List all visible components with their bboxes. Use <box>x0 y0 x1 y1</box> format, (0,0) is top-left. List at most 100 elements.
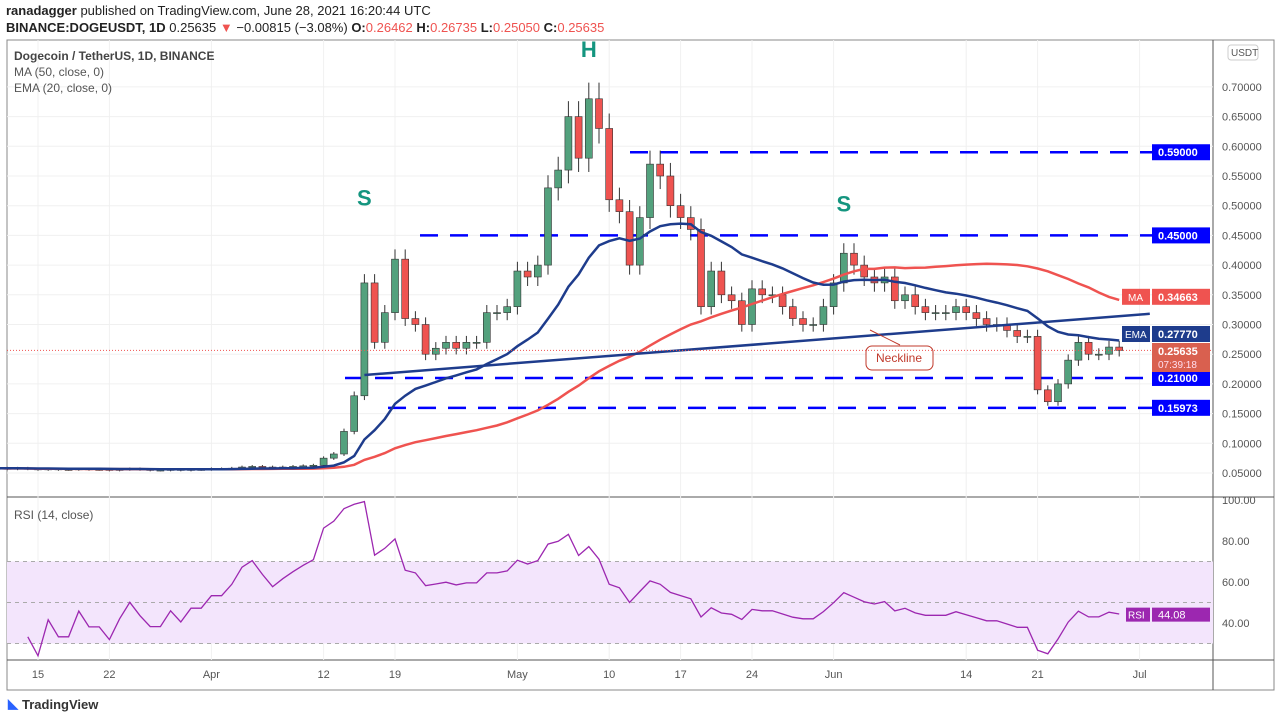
candle-down <box>452 342 461 349</box>
high: 0.26735 <box>430 20 478 35</box>
price-tick-label: 0.10000 <box>1222 438 1262 450</box>
ema-badge-label: EMA <box>1125 330 1147 341</box>
candle-down <box>595 98 603 129</box>
ma-legend[interactable]: MA (50, close, 0) <box>14 65 105 79</box>
bar-countdown: 07:39:18 <box>1158 360 1197 371</box>
low-label: L: <box>480 20 494 35</box>
candle-up <box>442 342 450 349</box>
candle-up <box>748 288 756 325</box>
date-tick-label: Jun <box>825 669 843 681</box>
rsi-tick-label: 60.00 <box>1222 577 1250 589</box>
pattern-label: S <box>357 186 372 211</box>
date-tick-label: 10 <box>603 669 615 681</box>
price-tick-label: 0.05000 <box>1222 468 1262 480</box>
price-tick-label: 0.20000 <box>1222 379 1262 391</box>
candle-down <box>727 294 736 302</box>
candle-down <box>1044 389 1052 403</box>
candle-down <box>799 318 807 325</box>
currency-label: USDT <box>1231 48 1258 59</box>
price-tick-label: 0.25000 <box>1222 349 1262 361</box>
candle-up <box>635 217 644 266</box>
last-price-value: 0.25635 <box>1158 346 1198 358</box>
candle-up <box>931 312 940 314</box>
rsi-tick-label: 80.00 <box>1222 536 1250 548</box>
candle-up <box>431 347 440 355</box>
candle-down <box>850 252 858 266</box>
date-tick-label: 14 <box>960 669 972 681</box>
candle-up <box>901 294 909 302</box>
publish-info: ranadagger published on TradingView.com,… <box>6 3 431 18</box>
neckline <box>364 312 1150 377</box>
date-tick-label: 19 <box>389 669 401 681</box>
date-tick-label: 12 <box>317 669 329 681</box>
symbol: BINANCE:DOGEUSDT, 1D <box>6 20 166 35</box>
candle-down <box>625 211 634 266</box>
candle-up <box>584 98 593 159</box>
candle-down <box>605 128 614 201</box>
high-label: H: <box>416 20 431 35</box>
candle-up <box>329 453 338 459</box>
candle-down <box>523 270 532 278</box>
candle-down <box>982 318 991 325</box>
logo-icon: ◣ <box>8 696 18 711</box>
date-tick-label: 21 <box>1031 669 1043 681</box>
level-label: 0.15973 <box>1158 403 1198 415</box>
level-badge <box>1152 369 1210 386</box>
candle-up <box>1095 353 1103 356</box>
ema-line <box>0 222 1120 471</box>
neckline-label: Neckline <box>876 351 922 365</box>
candle-down <box>758 288 767 296</box>
candle-up <box>952 306 960 313</box>
candle-down <box>574 116 583 159</box>
date-tick-label: Apr <box>203 669 220 681</box>
ma-badge-label: MA <box>1128 293 1143 304</box>
candle-down <box>1115 346 1123 351</box>
date-tick-label: 22 <box>103 669 115 681</box>
level-label: 0.59000 <box>1158 147 1198 159</box>
candle-down <box>656 163 665 177</box>
candle-up <box>554 169 563 189</box>
level-badge <box>1152 399 1210 416</box>
down-arrow-icon: ▼ <box>219 20 233 35</box>
level-badge <box>1152 144 1210 161</box>
last-price: 0.25635 <box>169 20 217 35</box>
candle-up <box>482 312 491 343</box>
rsi-tick-label: 100.00 <box>1222 495 1256 507</box>
candle-down <box>1084 342 1093 355</box>
close-label: C: <box>543 20 558 35</box>
level-badge <box>1152 227 1210 244</box>
price-tick-label: 0.55000 <box>1222 171 1262 183</box>
candle-up <box>819 306 828 325</box>
last-price-badge <box>1152 343 1210 372</box>
date-tick-label: 17 <box>674 669 686 681</box>
candle-down <box>911 294 920 307</box>
candle-down <box>962 306 971 313</box>
price-tick-label: 0.60000 <box>1222 141 1262 153</box>
candle-down <box>717 270 726 296</box>
price-tick-label: 0.45000 <box>1222 230 1262 242</box>
candle-up <box>309 464 318 467</box>
candle-up <box>340 431 348 455</box>
pattern-label: S <box>836 192 851 217</box>
candle-down <box>921 306 930 313</box>
rsi-tick-label: 40.00 <box>1222 618 1250 630</box>
price-tick-label: 0.30000 <box>1222 320 1262 332</box>
rsi-value: 44.08 <box>1158 610 1186 622</box>
price-tick-label: 0.15000 <box>1222 409 1262 421</box>
candle-up <box>248 466 256 468</box>
rsi-line <box>27 500 1120 658</box>
candle-up <box>1074 342 1083 361</box>
candle-up <box>350 395 359 432</box>
candle-up <box>503 306 512 313</box>
candle-down <box>697 229 705 307</box>
rsi-legend[interactable]: RSI (14, close) <box>14 508 94 522</box>
ma-badge <box>1122 288 1150 305</box>
candle-up <box>707 270 716 307</box>
ema-legend[interactable]: EMA (20, close, 0) <box>14 81 113 95</box>
open: 0.26462 <box>365 20 413 35</box>
logo-text: TradingView <box>22 696 99 712</box>
candle-up <box>809 324 818 326</box>
candle-down <box>676 205 685 218</box>
candle-up <box>391 258 399 313</box>
